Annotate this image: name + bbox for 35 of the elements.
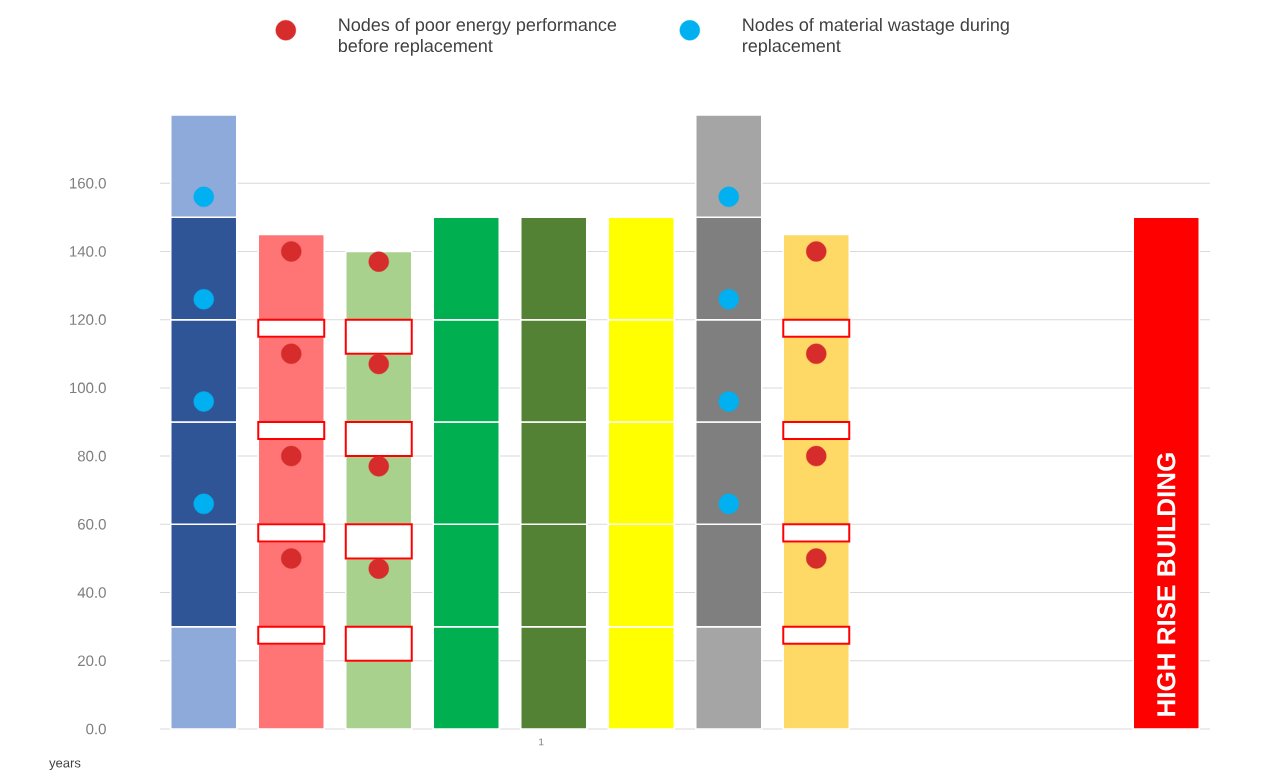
point xyxy=(718,289,739,310)
point xyxy=(718,493,739,515)
point xyxy=(368,558,389,579)
annotation: HIGH RISE BUILDING xyxy=(1157,453,1176,716)
point xyxy=(806,548,827,569)
point xyxy=(368,251,389,272)
point xyxy=(368,456,389,477)
y-tick-label: 120.0 xyxy=(70,314,106,325)
point xyxy=(281,445,302,467)
y-tick-label: 20.0 xyxy=(78,655,106,667)
y-axis-title: years xyxy=(49,760,81,771)
point xyxy=(806,445,827,467)
legend-label: Nodes of material wastage during replacement xyxy=(742,17,1009,56)
point xyxy=(193,186,214,208)
y-tick-label: 60.0 xyxy=(78,519,106,530)
point xyxy=(806,343,827,364)
point xyxy=(281,241,302,262)
y-tick-label: 0.0 xyxy=(86,723,106,735)
point xyxy=(281,343,302,364)
y-tick-label: 100.0 xyxy=(70,382,106,394)
legend-label: Nodes of poor energy performance before replacement xyxy=(338,17,617,56)
point xyxy=(718,186,739,208)
point xyxy=(718,391,739,412)
y-tick-label: 160.0 xyxy=(70,177,106,189)
y-tick-label: 40.0 xyxy=(77,587,106,598)
text: 1 xyxy=(539,738,544,746)
point xyxy=(281,548,302,569)
bar xyxy=(1132,216,1200,730)
point xyxy=(806,241,827,262)
point xyxy=(368,353,389,375)
y-tick-label: 140.0 xyxy=(70,246,106,257)
point xyxy=(193,391,214,412)
y-tick-label: 80.0 xyxy=(77,450,106,462)
point xyxy=(193,493,214,515)
point xyxy=(193,289,214,310)
